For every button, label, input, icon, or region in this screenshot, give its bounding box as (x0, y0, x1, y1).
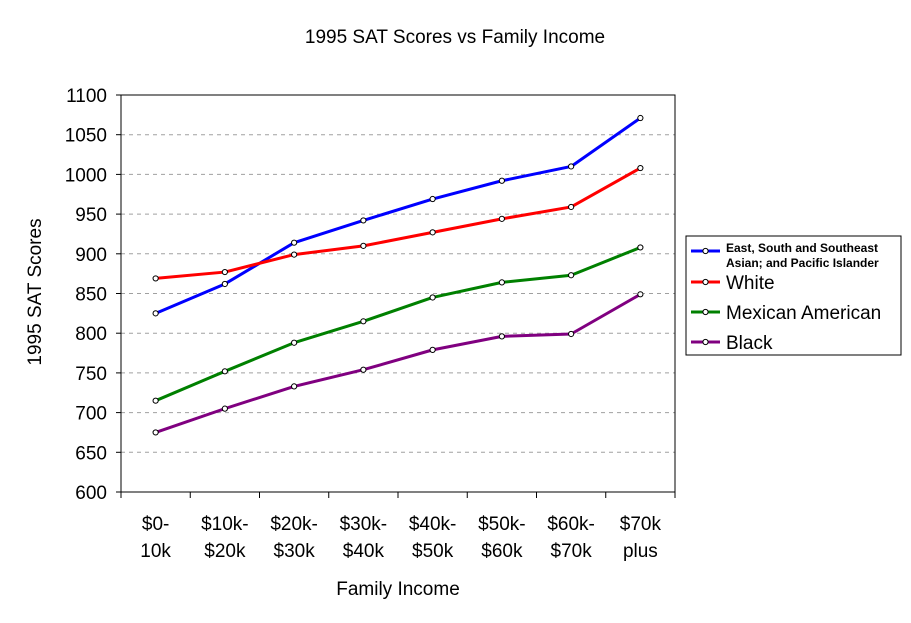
legend-marker (702, 308, 709, 316)
data-point (360, 217, 367, 224)
y-tick-label: 900 (75, 245, 107, 266)
data-point (291, 339, 298, 346)
series-2 (152, 244, 644, 404)
data-point (152, 275, 159, 282)
data-point (221, 368, 228, 375)
data-point (498, 279, 505, 286)
y-tick-label: 950 (75, 205, 107, 226)
series-line (155, 292, 642, 434)
y-tick-label: 1050 (65, 126, 107, 147)
series-3 (152, 291, 644, 436)
x-tick-label: $50k-$60k (478, 514, 526, 562)
data-point (568, 272, 575, 279)
data-point (360, 318, 367, 325)
legend-label: East, South and Southeast Asian; and Paci… (726, 241, 879, 270)
legend-marker (702, 247, 709, 255)
data-point (221, 405, 228, 412)
x-tick-label: $20k-$30k (270, 514, 318, 562)
series-line (155, 166, 642, 280)
data-point (637, 244, 644, 251)
x-tick-label: $0-10k (140, 514, 171, 562)
data-point (152, 310, 159, 317)
series-lines (152, 114, 644, 436)
x-tick-label: $60k-$70k (547, 514, 595, 562)
x-tick-label: $40k-$50k (409, 514, 457, 562)
data-point (291, 251, 298, 258)
data-point (498, 215, 505, 222)
data-point (152, 429, 159, 436)
x-tick-label: $70k plus (620, 514, 662, 562)
legend-label: Mexican American (726, 303, 881, 324)
y-tick-label: 700 (75, 404, 107, 425)
x-tick-label: $10k-$20k (201, 514, 249, 562)
data-point (429, 294, 436, 301)
y-axis-title: 1995 SAT Scores (25, 218, 46, 365)
y-tick-label: 750 (75, 364, 107, 385)
series-0 (152, 114, 644, 317)
legend-marker (702, 338, 709, 346)
data-point (152, 397, 159, 404)
series-line (155, 116, 642, 315)
x-axis: $0-10k $10k-$20k $20k-$30k $30k-$40k $40k-$5… (120, 492, 676, 562)
y-tick-label: 1100 (66, 86, 107, 107)
legend-marker (702, 278, 709, 286)
y-tick-label: 850 (75, 285, 107, 306)
legend-box (685, 235, 902, 356)
data-point (568, 203, 575, 211)
data-point (291, 239, 298, 246)
data-point (429, 229, 436, 236)
data-point (429, 195, 436, 203)
y-tick-label: 650 (75, 443, 107, 464)
y-tick-label: 1000 (65, 165, 107, 186)
x-axis-title: Family Income (336, 579, 460, 600)
data-point (637, 164, 644, 172)
data-point (291, 383, 298, 390)
data-point (637, 291, 644, 298)
chart-title: 1995 SAT Scores vs Family Income (305, 27, 605, 48)
legend-label: Black (726, 333, 773, 354)
data-point (360, 242, 367, 249)
data-point (568, 163, 575, 170)
data-point (360, 366, 367, 373)
series-1 (152, 164, 644, 282)
legend-label: White (726, 273, 775, 294)
data-point (498, 333, 505, 340)
x-tick-label: $30k-$40k (340, 514, 388, 562)
data-point (221, 268, 228, 276)
series-line (155, 246, 641, 403)
data-point (637, 114, 644, 122)
legend: East, South and Southeast Asian; and Paci… (685, 235, 902, 356)
data-point (221, 280, 228, 288)
y-tick-label: 800 (75, 324, 107, 345)
data-point (568, 330, 575, 338)
data-point (498, 177, 505, 184)
y-axis: 600 650 700 750 800 850 900 950 1000 1050 1100 (65, 86, 121, 504)
data-point (429, 346, 436, 353)
y-tick-label: 600 (75, 483, 107, 504)
